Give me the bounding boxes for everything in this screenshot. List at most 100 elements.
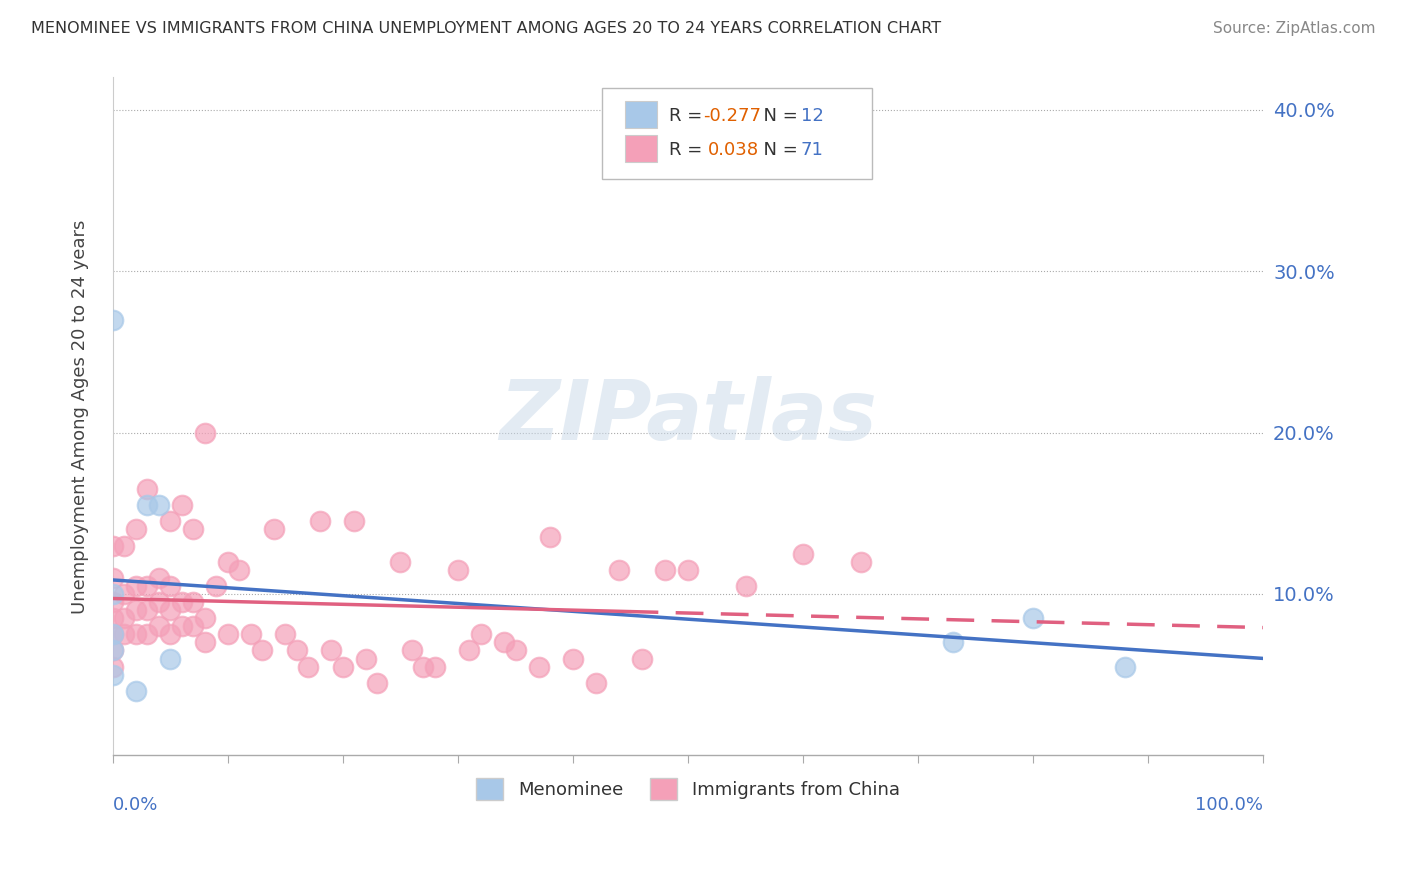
Point (252, 643, 274, 657)
Point (343, 514, 366, 528)
Point (321, 643, 343, 657)
Point (194, 611, 217, 625)
Point (194, 425, 217, 440)
Point (942, 635, 965, 649)
Text: R =: R = (668, 141, 713, 159)
Point (101, 627, 124, 641)
FancyBboxPatch shape (602, 87, 872, 179)
Point (297, 659, 319, 673)
Text: ZIPatlas: ZIPatlas (499, 376, 877, 457)
Text: MENOMINEE VS IMMIGRANTS FROM CHINA UNEMPLOYMENT AMONG AGES 20 TO 24 YEARS CORREL: MENOMINEE VS IMMIGRANTS FROM CHINA UNEMP… (31, 21, 941, 36)
Text: 71: 71 (801, 141, 824, 159)
Point (332, 659, 354, 673)
Point (792, 547, 814, 561)
Point (470, 627, 492, 641)
Legend: Menominee, Immigrants from China: Menominee, Immigrants from China (470, 771, 907, 807)
Point (423, 659, 446, 673)
Text: 0.0%: 0.0% (112, 796, 159, 814)
Point (389, 555, 412, 569)
Point (112, 587, 135, 601)
Text: N =: N = (752, 141, 804, 159)
Point (228, 563, 250, 577)
Point (125, 579, 148, 593)
Point (1114, 659, 1136, 673)
Point (159, 603, 181, 617)
Point (125, 603, 148, 617)
Point (159, 627, 181, 641)
Point (112, 627, 135, 641)
Point (159, 579, 181, 593)
Point (527, 659, 550, 673)
Point (136, 603, 159, 617)
Point (170, 619, 193, 633)
Text: Source: ZipAtlas.com: Source: ZipAtlas.com (1212, 21, 1375, 36)
Point (170, 498, 193, 512)
Point (412, 659, 434, 673)
Point (654, 563, 676, 577)
Point (101, 611, 124, 625)
Point (159, 514, 181, 528)
Point (125, 522, 148, 536)
Point (136, 627, 159, 641)
Point (136, 498, 159, 512)
Point (263, 522, 285, 536)
Point (585, 675, 607, 690)
Point (734, 579, 756, 593)
Point (607, 563, 630, 577)
Point (148, 619, 170, 633)
Point (274, 627, 297, 641)
Point (401, 643, 423, 657)
Point (101, 659, 124, 673)
Point (217, 627, 239, 641)
Point (148, 498, 170, 512)
Point (562, 651, 585, 665)
Point (194, 635, 217, 649)
Point (239, 627, 262, 641)
Text: -0.277: -0.277 (703, 107, 761, 125)
Point (183, 595, 205, 609)
Point (101, 643, 124, 657)
Point (125, 627, 148, 641)
Point (101, 587, 124, 601)
Point (631, 651, 654, 665)
Point (112, 539, 135, 553)
Point (1022, 611, 1045, 625)
Point (676, 563, 699, 577)
Point (309, 514, 332, 528)
Text: 0.038: 0.038 (707, 141, 759, 159)
Point (183, 522, 205, 536)
Text: R =: R = (668, 107, 707, 125)
Point (366, 675, 388, 690)
Point (101, 595, 124, 609)
FancyBboxPatch shape (624, 135, 657, 162)
Point (492, 635, 515, 649)
Point (217, 555, 239, 569)
Point (159, 651, 181, 665)
Y-axis label: Unemployment Among Ages 20 to 24 years: Unemployment Among Ages 20 to 24 years (72, 219, 89, 614)
Text: N =: N = (752, 107, 804, 125)
Point (101, 627, 124, 641)
Point (505, 643, 527, 657)
Point (101, 571, 124, 585)
Point (285, 643, 308, 657)
Point (101, 643, 124, 657)
Text: 12: 12 (801, 107, 824, 125)
Text: 100.0%: 100.0% (1195, 796, 1263, 814)
Point (183, 619, 205, 633)
Point (148, 595, 170, 609)
Point (538, 531, 561, 545)
Point (125, 683, 148, 698)
Point (136, 482, 159, 496)
Point (148, 571, 170, 585)
Point (101, 312, 124, 326)
Point (101, 667, 124, 681)
Point (849, 555, 872, 569)
Point (354, 651, 377, 665)
Point (447, 563, 470, 577)
Point (170, 595, 193, 609)
Point (205, 579, 228, 593)
Point (136, 579, 159, 593)
Point (112, 611, 135, 625)
Point (458, 643, 481, 657)
Point (101, 539, 124, 553)
